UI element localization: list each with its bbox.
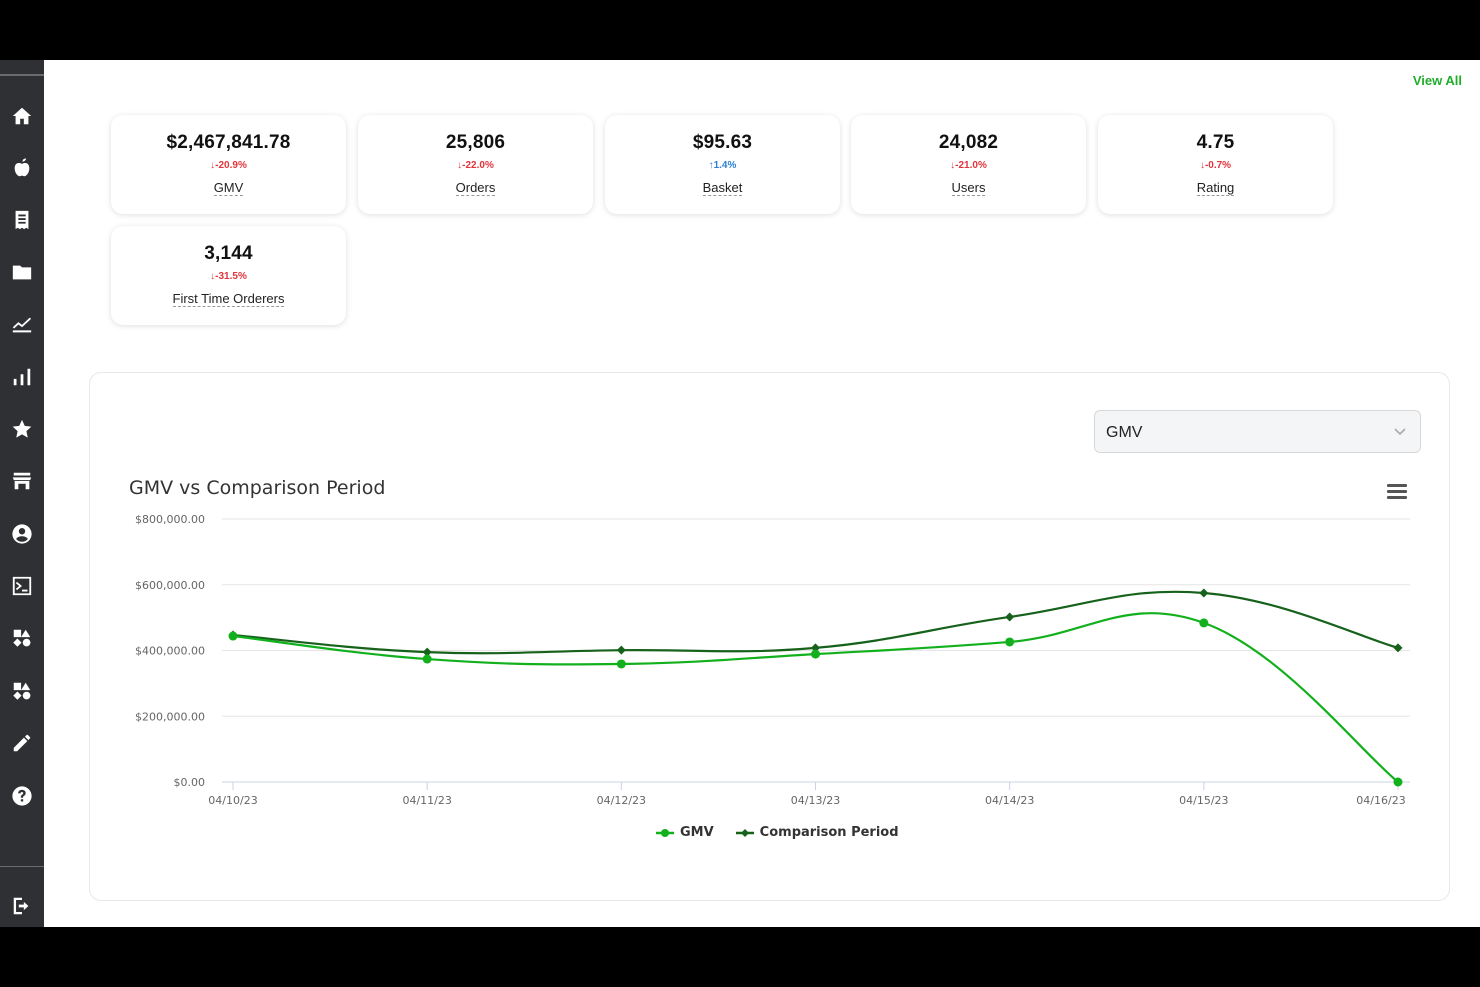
svg-text:04/13/23: 04/13/23: [791, 794, 840, 807]
metric-label[interactable]: First Time Orderers: [172, 291, 285, 307]
receipt-icon[interactable]: [10, 208, 34, 232]
metric-value: 3,144: [204, 243, 253, 264]
arrow-up-icon: ↑: [708, 160, 714, 171]
line-chart-icon[interactable]: [10, 312, 34, 336]
help-icon[interactable]: [10, 784, 34, 808]
arrow-down-icon: ↓: [457, 160, 463, 171]
sidebar: [0, 60, 44, 927]
metric-value: 24,082: [938, 132, 999, 153]
metric-label[interactable]: Basket: [702, 180, 743, 196]
metric-label[interactable]: Orders: [455, 180, 496, 196]
svg-text:$600,000.00: $600,000.00: [135, 579, 205, 592]
legend-item-gmv[interactable]: GMV: [656, 825, 714, 840]
terminal-icon[interactable]: [10, 574, 34, 598]
chart-legend: GMV Comparison Period: [656, 825, 899, 840]
svg-text:04/12/23: 04/12/23: [597, 794, 646, 807]
chart-panel: GMV GMV vs Comparison Period $0.00 $200,0…: [89, 372, 1450, 901]
arrow-down-icon: ↓: [1199, 160, 1205, 171]
shapes-icon[interactable]: [10, 626, 34, 650]
metric-card-users[interactable]: 24,082 ↓-21.0% Users: [851, 115, 1086, 214]
star-icon[interactable]: [10, 417, 34, 441]
pencil-icon[interactable]: [10, 731, 34, 755]
sidebar-divider: [0, 74, 44, 76]
legend-item-comparison-period[interactable]: Comparison Period: [735, 825, 899, 840]
metric-change: ↓-31.5%: [210, 271, 247, 282]
svg-text:04/10/23: 04/10/23: [208, 794, 257, 807]
folder-icon[interactable]: [10, 260, 34, 284]
arrow-down-icon: ↓: [210, 160, 216, 171]
svg-text:$200,000.00: $200,000.00: [135, 710, 205, 723]
metric-card-basket[interactable]: $95.63 ↑1.4% Basket: [605, 115, 840, 214]
diamond-marker-icon: [735, 828, 754, 837]
home-icon[interactable]: [10, 104, 34, 128]
chart-title: GMV vs Comparison Period: [129, 477, 386, 499]
metric-change: ↓-21.0%: [950, 160, 987, 171]
sidebar-divider: [0, 866, 44, 867]
metric-select[interactable]: GMV: [1094, 410, 1421, 453]
metric-card-rating[interactable]: 4.75 ↓-0.7% Rating: [1098, 115, 1333, 214]
metric-change: ↓-22.0%: [457, 160, 494, 171]
store-icon[interactable]: [10, 469, 34, 493]
user-circle-icon[interactable]: [10, 522, 34, 546]
line-chart: $0.00 $200,000.00 $400,000.00 $600,000.00 $8…: [135, 513, 1410, 807]
bar-chart-icon[interactable]: [10, 365, 34, 389]
metric-change: ↓-20.9%: [210, 160, 247, 171]
metric-value: $2,467,841.78: [166, 132, 291, 153]
svg-text:04/11/23: 04/11/23: [402, 794, 451, 807]
svg-text:$0.00: $0.00: [174, 776, 206, 789]
app-frame: View All $2,467,841.78 ↓-20.9% GMV 25,80…: [0, 60, 1480, 927]
svg-text:04/15/23: 04/15/23: [1179, 794, 1228, 807]
metric-card-first-time-orderers[interactable]: 3,144 ↓-31.5% First Time Orderers: [111, 226, 346, 325]
apple-icon[interactable]: [10, 156, 34, 180]
metric-card-gmv[interactable]: $2,467,841.78 ↓-20.9% GMV: [111, 115, 346, 214]
logout-icon[interactable]: [10, 894, 34, 918]
metric-value: $95.63: [692, 132, 753, 153]
metric-card-orders[interactable]: 25,806 ↓-22.0% Orders: [358, 115, 593, 214]
arrow-down-icon: ↓: [950, 160, 956, 171]
metric-change: ↓-0.7%: [1199, 160, 1232, 171]
metric-change: ↑1.4%: [708, 160, 737, 171]
svg-text:$800,000.00: $800,000.00: [135, 513, 205, 526]
shapes-icon[interactable]: [10, 679, 34, 703]
metric-label[interactable]: Rating: [1196, 180, 1235, 196]
svg-text:04/16/23: 04/16/23: [1356, 794, 1405, 807]
chevron-down-icon: [1394, 428, 1406, 436]
view-all-link[interactable]: View All: [1412, 73, 1462, 88]
circle-marker-icon: [656, 828, 674, 837]
metric-select-value: GMV: [1106, 424, 1143, 441]
metric-label[interactable]: Users: [951, 180, 986, 196]
metric-value: 4.75: [1196, 132, 1235, 153]
metric-label[interactable]: GMV: [213, 180, 244, 196]
svg-text:$400,000.00: $400,000.00: [135, 645, 205, 658]
svg-text:04/14/23: 04/14/23: [985, 794, 1034, 807]
metric-value: 25,806: [445, 132, 506, 153]
arrow-down-icon: ↓: [210, 271, 216, 282]
chart-menu-icon[interactable]: [1387, 484, 1407, 500]
